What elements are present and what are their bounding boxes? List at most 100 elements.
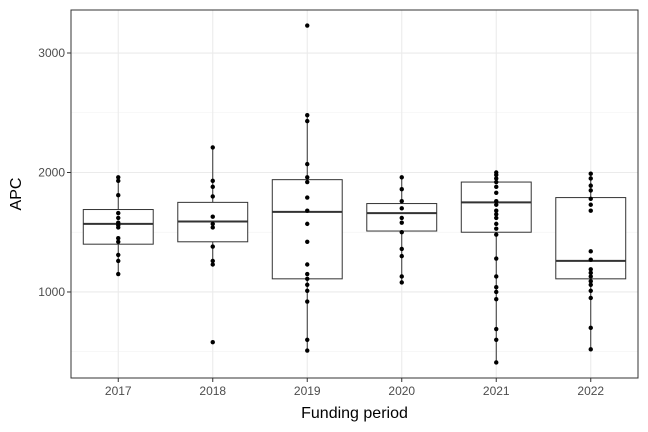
data-point [494, 190, 499, 196]
data-point [494, 198, 499, 204]
data-point [305, 175, 310, 180]
data-point [494, 337, 499, 342]
data-point [588, 257, 593, 262]
data-point [210, 225, 215, 230]
data-point [210, 339, 215, 345]
data-point [305, 208, 310, 213]
data-point [305, 276, 310, 282]
axis-ticks: 1000 2000 3000 2017 2018 2019 2020 2021 2022 [38, 46, 604, 398]
data-point [305, 179, 310, 185]
data-point [588, 249, 593, 254]
data-point [588, 202, 593, 207]
data-point [305, 195, 310, 200]
data-point [116, 236, 121, 241]
data-point [494, 289, 499, 295]
data-point [399, 280, 404, 285]
x-tick-label: 2022 [577, 384, 604, 398]
data-point [588, 325, 593, 331]
data-point [399, 206, 404, 211]
data-point [494, 232, 499, 237]
x-tick-label: 2018 [199, 384, 226, 398]
data-point [305, 118, 310, 124]
data-point [116, 225, 121, 230]
data-point [305, 282, 310, 288]
data-point [116, 192, 121, 198]
data-point [494, 360, 499, 365]
data-point [588, 282, 593, 288]
data-point [210, 178, 215, 184]
data-point [399, 175, 404, 180]
data-point [588, 267, 593, 272]
data-point [305, 348, 310, 353]
data-point [494, 202, 499, 207]
data-point [305, 271, 310, 277]
x-axis-title: Funding period [301, 405, 408, 422]
data-point [116, 175, 121, 180]
data-point [399, 220, 404, 225]
data-point [210, 194, 215, 199]
data-point [116, 239, 121, 244]
data-point [305, 288, 310, 293]
data-point [305, 161, 310, 167]
data-point [494, 274, 499, 279]
data-point [210, 258, 215, 264]
data-point [588, 208, 593, 213]
data-points [116, 23, 593, 365]
data-point [588, 288, 593, 293]
data-point [210, 214, 215, 219]
data-point [305, 23, 310, 28]
data-point [399, 246, 404, 252]
data-point [399, 215, 404, 221]
data-point [305, 299, 310, 304]
data-point [494, 256, 499, 261]
data-point [116, 178, 121, 184]
x-tick-label: 2020 [388, 384, 415, 398]
data-point [494, 208, 499, 213]
data-point [494, 326, 499, 332]
data-point [210, 262, 215, 267]
data-point [494, 179, 499, 185]
data-point [494, 284, 499, 290]
data-point [588, 188, 593, 193]
data-point [210, 145, 215, 150]
data-point [588, 347, 593, 352]
panel-border [70, 9, 639, 379]
data-point [305, 239, 310, 244]
data-point [588, 176, 593, 181]
data-point [588, 270, 593, 276]
data-point [588, 171, 593, 176]
data-point [116, 210, 121, 216]
data-point [305, 337, 310, 342]
y-tick-label: 2000 [38, 165, 65, 179]
data-point [494, 176, 499, 181]
data-point [494, 172, 499, 178]
data-point [116, 252, 121, 258]
data-point [494, 215, 499, 221]
data-point [116, 258, 121, 264]
data-point [494, 296, 499, 302]
data-point [494, 184, 499, 190]
data-point [116, 215, 121, 221]
y-tick-label: 3000 [38, 46, 65, 60]
data-point [116, 271, 121, 277]
data-point [588, 295, 593, 301]
data-point [588, 183, 593, 188]
x-tick-label: 2019 [294, 384, 321, 398]
data-point [494, 221, 499, 227]
data-point [305, 262, 310, 267]
y-tick-label: 1000 [38, 285, 65, 299]
data-point [399, 274, 404, 279]
data-point [588, 279, 593, 284]
data-point [210, 184, 215, 190]
data-point [588, 196, 593, 201]
data-point [588, 274, 593, 279]
data-point [305, 221, 310, 227]
data-point [399, 198, 404, 204]
data-point [494, 212, 499, 217]
data-point [210, 221, 215, 227]
data-point [494, 226, 499, 231]
data-point [399, 187, 404, 192]
y-axis-title: APC [8, 178, 25, 211]
data-point [399, 253, 404, 259]
